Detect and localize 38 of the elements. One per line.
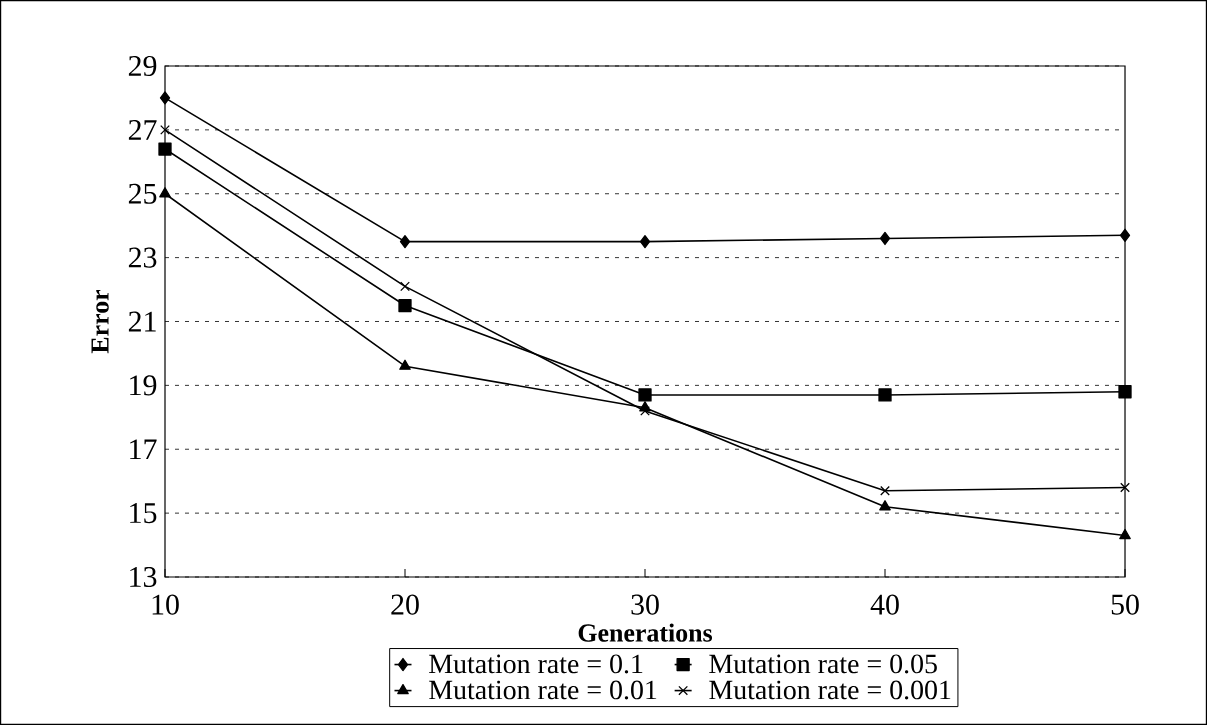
y-tick-label: 19 <box>130 375 157 396</box>
point <box>400 281 410 292</box>
y-tick-label: 29 <box>128 55 157 77</box>
y-tick-label: 21 <box>128 311 156 332</box>
point <box>878 388 892 402</box>
point <box>879 500 891 511</box>
point <box>399 235 411 249</box>
point <box>158 142 172 156</box>
y-tick-label: 17 <box>130 439 157 460</box>
legend-label: Mutation rate = 0.01 <box>429 680 657 700</box>
x-tick-label: 30 <box>631 594 659 615</box>
point <box>1118 385 1132 399</box>
point <box>639 235 651 249</box>
point <box>880 485 890 496</box>
legend-label: Mutation rate = 0.001 <box>709 680 951 700</box>
point <box>1119 228 1131 242</box>
y-tick-label: 27 <box>128 119 157 140</box>
legend-label: Mutation rate = 0.1 <box>429 654 643 674</box>
y-axis-title: Error <box>91 289 109 354</box>
point <box>399 359 411 370</box>
point <box>879 231 891 246</box>
x-tick-label: 20 <box>391 594 419 615</box>
y-tick-label: 23 <box>128 247 157 268</box>
point <box>1120 482 1130 493</box>
point <box>638 388 652 402</box>
x-axis-title: Generations <box>578 623 713 642</box>
x-tick-label: 50 <box>1111 594 1139 615</box>
x-tick-label: 40 <box>870 594 899 615</box>
point <box>159 91 171 105</box>
y-tick-label: 15 <box>130 503 157 524</box>
x-tick-label: 10 <box>152 594 179 615</box>
point <box>160 124 170 135</box>
point <box>159 187 171 198</box>
point <box>1119 528 1131 540</box>
y-tick-label: 25 <box>128 183 157 204</box>
y-tick-label: 13 <box>130 566 157 588</box>
point <box>398 298 412 313</box>
legend-label: Mutation rate = 0.05 <box>709 654 937 674</box>
